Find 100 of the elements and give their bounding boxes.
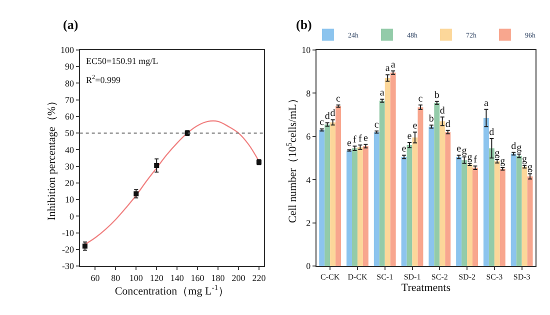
- bar: [336, 106, 342, 266]
- y-tick-label: -30: [62, 261, 75, 272]
- bar: [324, 124, 330, 266]
- data-label: e: [402, 144, 407, 155]
- data-label: c: [374, 119, 380, 130]
- bar: [428, 126, 434, 266]
- bar: [456, 156, 462, 266]
- bar: [412, 137, 418, 266]
- data-label: d: [489, 126, 494, 138]
- y-tick-label: 0: [70, 211, 75, 222]
- x-tick-label: 180: [211, 272, 226, 283]
- x-tick-label: 80: [111, 272, 121, 283]
- x-tick-label: 120: [150, 272, 164, 283]
- y-axis-title: Inhibition percentage（%）: [46, 96, 58, 220]
- y-tick-label: 70: [65, 94, 75, 105]
- bar: [319, 130, 325, 266]
- bar: [462, 160, 468, 266]
- data-label: g: [522, 154, 528, 165]
- annotation: R$^{2}$=0.999: [86, 74, 121, 85]
- x-tick-label: 60: [90, 272, 100, 283]
- bar: [522, 166, 528, 266]
- y-tick-label: 10: [65, 194, 75, 205]
- bar: [401, 156, 407, 266]
- data-label: g: [500, 156, 506, 167]
- data-label: g: [462, 145, 467, 156]
- x-tick-label: 220: [252, 272, 266, 283]
- x-tick-label: 140: [170, 272, 184, 283]
- y-tick-label: 100: [60, 45, 75, 56]
- y-tick-label: 2: [306, 218, 311, 228]
- bar: [472, 168, 478, 266]
- chart-title: (a): [63, 17, 78, 32]
- data-label: d: [330, 108, 336, 120]
- data-label: a: [380, 88, 385, 99]
- x-tick-label: SC-2: [431, 272, 448, 282]
- bar: [418, 107, 424, 266]
- data-label: g: [516, 142, 522, 154]
- x-tick-label: SD-3: [513, 272, 530, 282]
- y-tick-label: 30: [65, 161, 75, 172]
- data-label: e: [407, 130, 412, 142]
- x-axis-title: Treatments: [401, 282, 450, 294]
- data-label: d: [511, 140, 516, 152]
- data-label: e: [412, 120, 418, 132]
- y-tick-label: 10: [302, 45, 312, 56]
- y-tick-label: 60: [65, 112, 75, 122]
- bar: [467, 164, 473, 266]
- data-label: a: [390, 59, 396, 70]
- data-label: c: [336, 93, 342, 104]
- bar: [330, 122, 336, 266]
- y-tick-label: 6: [306, 132, 312, 142]
- y-tick-label: 80: [65, 78, 75, 88]
- y-tick-label: 8: [306, 88, 312, 98]
- bar: [352, 148, 358, 266]
- data-label: a: [484, 98, 489, 109]
- bar: [406, 145, 412, 266]
- bar: [384, 78, 390, 266]
- bar: [510, 154, 516, 266]
- x-axis-title: Concentration（mg L$^{-1}$）: [114, 282, 230, 298]
- bar: [434, 102, 440, 266]
- x-tick-label: SC-1: [376, 272, 394, 282]
- bar: [374, 132, 380, 266]
- data-label: d: [445, 118, 450, 130]
- bar: [494, 161, 500, 266]
- data-label: b: [434, 90, 440, 101]
- data-label: d: [324, 111, 330, 122]
- data-label: d: [440, 105, 445, 116]
- annotation: EC50=150.91 mg/L: [86, 56, 158, 66]
- bar: [379, 100, 385, 266]
- data-label: c: [418, 93, 424, 104]
- data-label: a: [385, 63, 390, 74]
- bar: [516, 156, 522, 266]
- x-tick-label: 200: [232, 272, 246, 283]
- y-tick-label: 20: [65, 178, 75, 188]
- bar: [445, 132, 451, 266]
- x-tick-label: SD-1: [404, 272, 421, 282]
- data-label: e: [363, 132, 368, 144]
- x-tick-label: D-CK: [348, 272, 368, 282]
- data-label: g: [467, 152, 472, 163]
- y-tick-label: 0: [306, 261, 312, 272]
- bar: [390, 72, 396, 266]
- data-label: g: [494, 148, 500, 159]
- data-label: c: [320, 117, 325, 128]
- y-tick-label: -10: [62, 228, 75, 238]
- data-label: e: [456, 144, 462, 155]
- x-tick-label: SC-3: [486, 272, 503, 282]
- point: [82, 244, 88, 249]
- point: [154, 162, 160, 168]
- y-tick-label: 90: [65, 62, 75, 72]
- bar: [527, 176, 533, 266]
- data-label: f: [358, 133, 363, 144]
- data-label: f: [474, 154, 478, 166]
- bar: [440, 121, 446, 266]
- y-tick-label: 50: [65, 128, 75, 138]
- y-tick-label: 4: [306, 174, 312, 185]
- data-label: f: [353, 134, 358, 146]
- bar: [488, 148, 494, 266]
- y-tick-label: 40: [65, 144, 75, 155]
- data-label: b: [428, 114, 434, 125]
- y-tick-label: -20: [62, 244, 75, 255]
- x-tick-label: SD-2: [458, 272, 476, 282]
- x-tick-label: 160: [190, 272, 205, 283]
